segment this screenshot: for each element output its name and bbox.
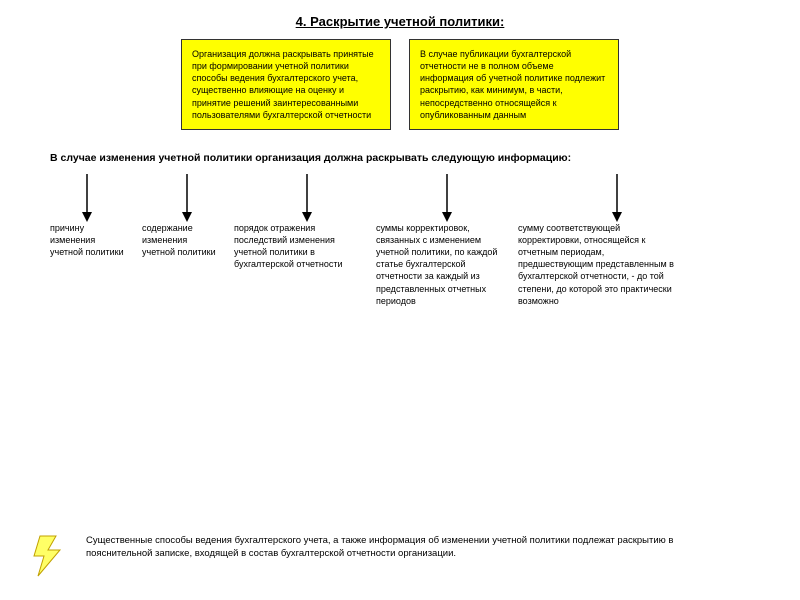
arrow-4 <box>440 172 454 227</box>
arrows-row <box>50 172 750 222</box>
yellow-box-1: Организация должна раскрывать принятые п… <box>181 39 391 130</box>
arrow-5 <box>610 172 624 227</box>
items-row: причину изменения учетной политики содерж… <box>0 222 800 307</box>
yellow-box-2: В случае публикации бухгалтерской отчетн… <box>409 39 619 130</box>
disclosure-item-2: содержание изменения учетной политики <box>142 222 222 258</box>
arrow-3 <box>300 172 314 227</box>
arrow-2 <box>180 172 194 227</box>
arrow-1 <box>80 172 94 227</box>
disclosure-item-5: сумму соответствующей корректировки, отн… <box>518 222 678 307</box>
lightning-bolt-icon <box>30 534 66 578</box>
disclosure-item-3: порядок отражения последствий изменения … <box>234 222 364 271</box>
disclosure-item-4: суммы корректировок, связанных с изменен… <box>376 222 506 307</box>
disclosure-item-1: причину изменения учетной политики <box>50 222 130 258</box>
page-title: 4. Раскрытие учетной политики: <box>0 0 800 39</box>
yellow-boxes-row: Организация должна раскрывать принятые п… <box>0 39 800 130</box>
subtitle: В случае изменения учетной политики орга… <box>0 130 800 172</box>
footer-wrap: Существенные способы ведения бухгалтерск… <box>0 534 800 578</box>
footer-text: Существенные способы ведения бухгалтерск… <box>86 534 780 561</box>
